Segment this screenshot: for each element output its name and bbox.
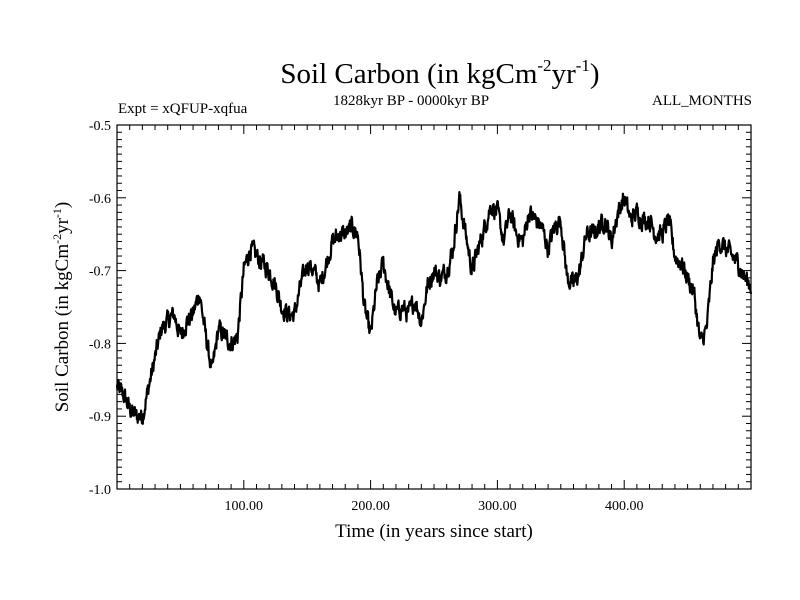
chart-title: Soil Carbon (in kgCm-2yr-1) — [280, 56, 600, 90]
series-line-soil-carbon — [115, 191, 753, 425]
y-tick-label: -0.9 — [89, 410, 111, 425]
x-tick-label: 200.00 — [351, 499, 390, 514]
months-label: ALL_MONTHS — [652, 93, 752, 109]
x-tick-label: 300.00 — [478, 499, 517, 514]
time-range-label: 1828kyr BP - 0000kyr BP — [333, 93, 490, 109]
y-tick-label: -0.7 — [89, 265, 111, 280]
y-tick-label: -1.0 — [89, 483, 111, 498]
y-tick-label: -0.6 — [89, 192, 111, 207]
x-tick-label: 400.00 — [605, 499, 644, 514]
y-tick-label: -0.5 — [89, 119, 111, 134]
x-tick-label: 100.00 — [225, 499, 264, 514]
plot-frame — [116, 124, 752, 490]
y-tick-label: -0.8 — [89, 337, 111, 352]
experiment-label: Expt = xQFUP-xqfua — [118, 101, 248, 117]
y-axis-label: Soil Carbon (in kgCm-2yr-1) — [50, 202, 73, 413]
x-axis-label: Time (in years since start) — [335, 521, 533, 542]
